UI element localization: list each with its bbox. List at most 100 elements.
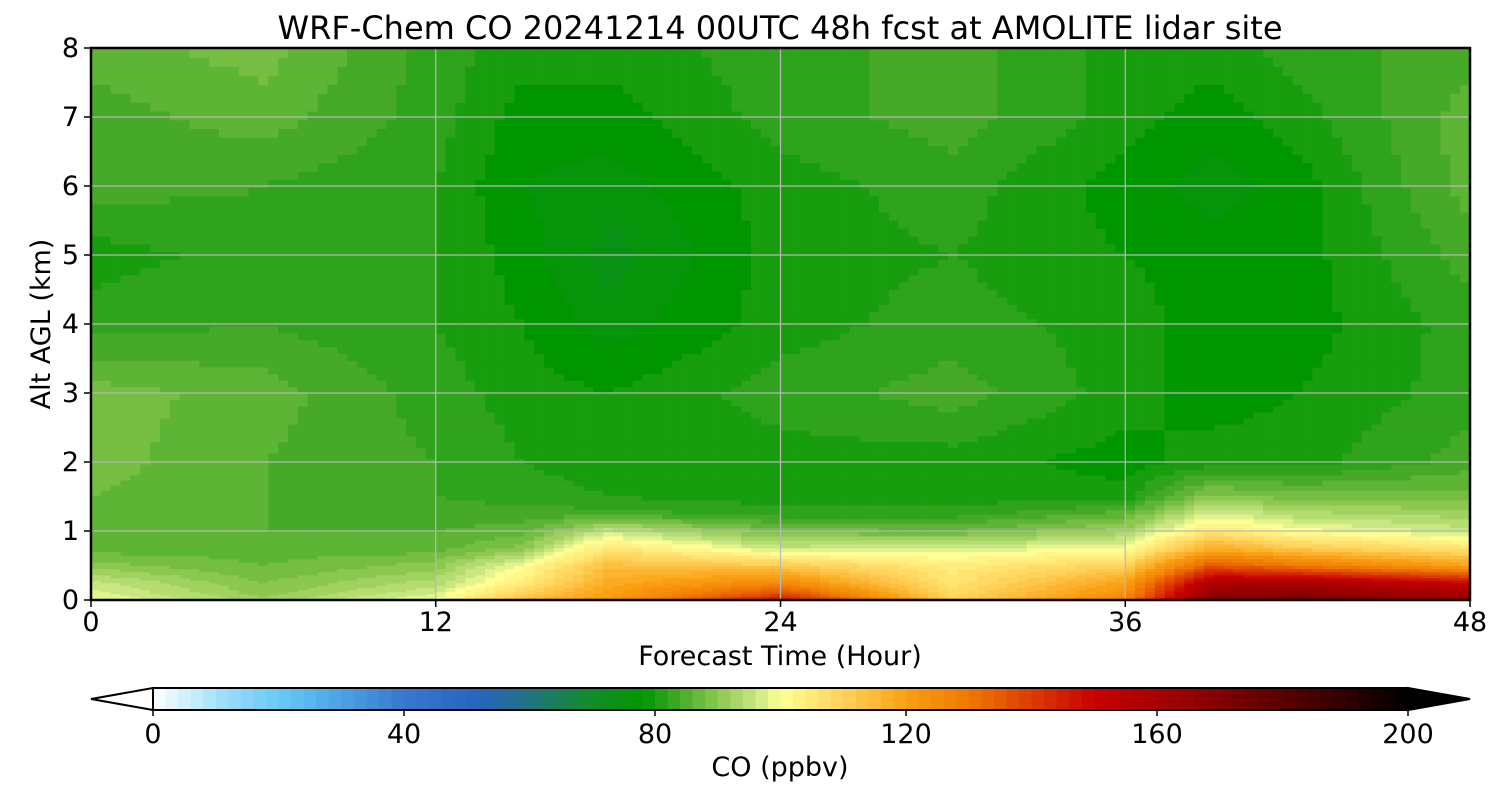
heatmap-cell: [642, 591, 654, 595]
heatmap-cell: [100, 580, 112, 584]
heatmap-cell: [258, 490, 269, 496]
heatmap-cell: [1282, 597, 1294, 600]
heatmap-cell: [622, 523, 634, 529]
heatmap-cell: [396, 555, 407, 560]
heatmap-cell: [1095, 591, 1107, 595]
heatmap-cell: [435, 543, 447, 549]
heatmap-cell: [1263, 568, 1274, 573]
heatmap-cell: [120, 543, 131, 549]
heatmap-cell: [1007, 539, 1018, 545]
heatmap-cell: [977, 582, 988, 586]
heatmap-cell: [819, 518, 831, 524]
heatmap-cell: [849, 518, 860, 524]
heatmap-cell: [957, 485, 969, 491]
heatmap-cell: [1292, 568, 1304, 573]
heatmap-cell: [1332, 490, 1343, 496]
heatmap-cell: [485, 523, 496, 529]
heatmap-cell: [120, 547, 131, 553]
heatmap-cell: [179, 527, 191, 533]
heatmap-cell: [1046, 490, 1057, 496]
heatmap-cell: [268, 518, 279, 524]
heatmap-cell: [898, 495, 910, 501]
heatmap-cell: [1164, 587, 1176, 591]
heatmap-cell: [1440, 555, 1451, 560]
heatmap-cell: [1125, 543, 1136, 549]
heatmap-cell: [1440, 585, 1451, 589]
heatmap-cell: [790, 580, 801, 584]
heatmap-cell: [475, 580, 486, 584]
heatmap-cell: [622, 582, 634, 586]
heatmap-cell: [1223, 587, 1235, 591]
heatmap-cell: [159, 509, 171, 515]
heatmap-cell: [100, 485, 112, 491]
heatmap-cell: [603, 543, 614, 549]
heatmap-cell: [1302, 555, 1313, 560]
heatmap-cell: [307, 571, 319, 576]
heatmap-cell: [947, 539, 959, 545]
heatmap-cell: [386, 591, 397, 595]
heatmap-cell: [898, 539, 910, 545]
heatmap-cell: [1204, 577, 1215, 581]
heatmap-cell: [810, 531, 821, 537]
heatmap-cell: [741, 539, 752, 545]
heatmap-cell: [534, 518, 545, 524]
heatmap-cell: [741, 585, 752, 589]
heatmap-cell: [1302, 595, 1313, 598]
heatmap-cell: [1056, 523, 1067, 529]
heatmap-cell: [258, 531, 269, 537]
heatmap-cell: [721, 562, 732, 566]
heatmap-cell: [849, 523, 860, 529]
heatmap-cell: [593, 523, 604, 529]
heatmap-cell: [189, 562, 200, 566]
heatmap-cell: [317, 535, 328, 541]
heatmap-cell: [406, 591, 417, 595]
heatmap-cell: [1046, 571, 1057, 576]
heatmap-cell: [563, 518, 575, 524]
heatmap-cell: [632, 565, 644, 570]
heatmap-cell: [1322, 582, 1333, 586]
heatmap-cell: [908, 535, 919, 541]
heatmap-cell: [1135, 547, 1146, 553]
heatmap-cell: [997, 490, 1008, 496]
heatmap-cell: [849, 500, 860, 506]
heatmap-cell: [150, 596, 161, 599]
heatmap-cell: [396, 535, 407, 541]
heatmap-cell: [1144, 490, 1156, 496]
heatmap-cell: [1204, 562, 1215, 566]
heatmap-cell: [770, 577, 782, 581]
heatmap-cell: [327, 531, 338, 537]
heatmap-cell: [258, 589, 269, 593]
heatmap-cell: [790, 585, 801, 589]
heatmap-cell: [169, 504, 181, 511]
heatmap-cell: [278, 523, 289, 529]
heatmap-cell: [711, 518, 722, 524]
heatmap-cell: [967, 577, 979, 581]
heatmap-cell: [386, 597, 397, 600]
heatmap-cell: [317, 547, 328, 553]
heatmap-cell: [91, 568, 102, 573]
heatmap-cell: [750, 504, 762, 511]
heatmap-cell: [425, 509, 437, 515]
heatmap-cell: [918, 509, 929, 515]
heatmap-cell: [1381, 587, 1392, 591]
heatmap-cell: [1095, 504, 1107, 511]
heatmap-cell: [819, 589, 831, 593]
heatmap-cell: [1213, 531, 1225, 537]
heatmap-cell: [396, 527, 407, 533]
heatmap-cell: [721, 582, 732, 586]
heatmap-cell: [1401, 582, 1412, 586]
heatmap-cell: [337, 551, 348, 556]
heatmap-cell: [1243, 562, 1254, 566]
heatmap-cell: [199, 543, 210, 549]
heatmap-cell: [1371, 595, 1382, 598]
heatmap-cell: [534, 577, 545, 581]
heatmap-cell: [376, 527, 388, 533]
heatmap-cell: [238, 587, 250, 591]
heatmap-cell: [977, 591, 988, 595]
heatmap-cell: [938, 577, 949, 581]
heatmap-cell: [258, 591, 269, 595]
heatmap-cell: [731, 597, 742, 600]
heatmap-cell: [1401, 509, 1412, 515]
heatmap-cell: [760, 562, 772, 566]
heatmap-cell: [1036, 547, 1048, 553]
